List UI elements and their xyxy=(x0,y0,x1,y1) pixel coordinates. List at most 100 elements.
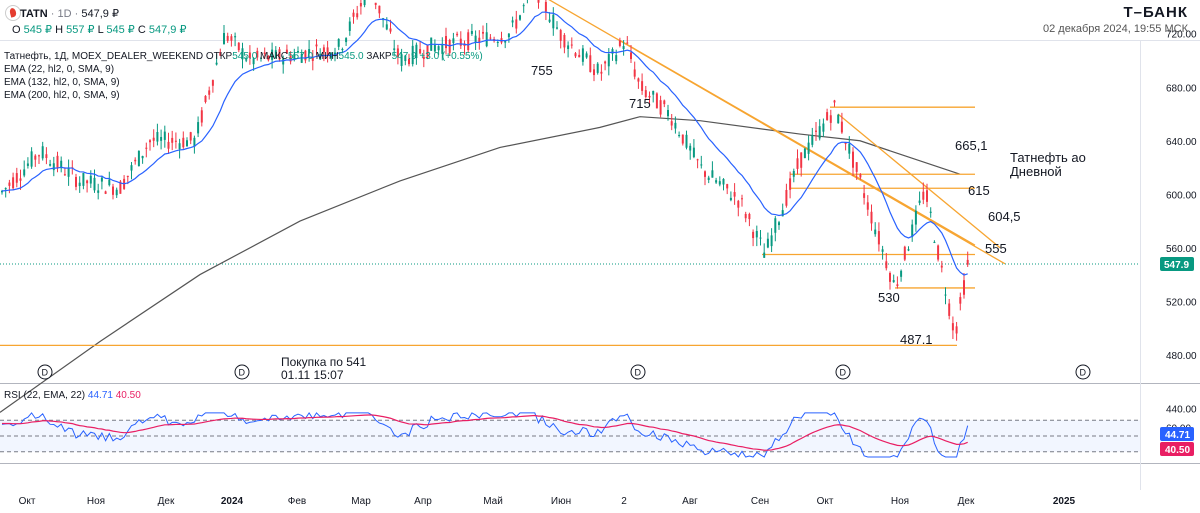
candle-body xyxy=(223,33,225,45)
candle-body xyxy=(663,100,666,105)
candle-body xyxy=(781,210,784,217)
bottom-divider xyxy=(0,463,1200,464)
datetime: 02 декабря 2024, 19:55 МСК xyxy=(1043,23,1188,35)
candle-body xyxy=(770,235,773,247)
candle-body xyxy=(426,45,429,58)
y-tick-label: 520.00 xyxy=(1166,297,1197,308)
ticker-symbol: TATN xyxy=(20,8,48,20)
candle-body xyxy=(189,132,192,141)
candle-body xyxy=(208,90,211,95)
ema132-legend[interactable]: EMA (132, hl2, 0, SMA, 9) xyxy=(4,77,120,88)
candle-body xyxy=(115,189,118,196)
candle-body xyxy=(766,238,769,248)
candle-body xyxy=(304,50,307,61)
dividend-marker-text: D xyxy=(635,368,642,378)
candle-body xyxy=(870,211,873,224)
ema22-legend[interactable]: EMA (22, hl2, 0, SMA, 9) xyxy=(4,64,115,75)
candle-body xyxy=(852,151,854,168)
candle-body xyxy=(274,50,277,58)
candle-body xyxy=(204,95,207,103)
candle-body xyxy=(478,37,481,43)
candle-body xyxy=(396,48,399,57)
candle-body xyxy=(877,231,880,245)
candle-body xyxy=(948,303,951,316)
candle-body xyxy=(815,130,817,132)
candle-body xyxy=(241,48,244,60)
candle-body xyxy=(149,140,151,143)
candle-body xyxy=(489,37,492,39)
candle-body xyxy=(126,175,129,178)
candle-body xyxy=(41,146,44,159)
high-label: МАКС xyxy=(260,51,288,62)
candle-body xyxy=(374,2,377,5)
chart-grid xyxy=(0,40,1200,490)
candle-body xyxy=(692,147,695,158)
candle-body xyxy=(833,100,836,103)
candle-body xyxy=(744,213,747,219)
ema200-legend[interactable]: EMA (200, hl2, 0, SMA, 9) xyxy=(4,90,120,101)
candle-body xyxy=(519,15,521,20)
candle-body xyxy=(182,137,185,148)
x-tick-label: 2024 xyxy=(221,496,244,507)
annotation-line1: Покупка по 541 xyxy=(281,355,367,369)
candle-body xyxy=(504,40,507,43)
candle-body xyxy=(944,294,947,296)
candle-body xyxy=(319,53,322,60)
main-series-legend[interactable]: Татнефть, 1Д, MOEX_DEALER_WEEKEND ОТКР54… xyxy=(4,51,483,62)
candle-body xyxy=(755,230,758,238)
candle-body xyxy=(389,28,392,32)
candle-body xyxy=(696,159,699,161)
candle-body xyxy=(4,188,7,190)
candle-body xyxy=(792,170,795,177)
x-tick-label: Ноя xyxy=(891,496,909,507)
candle-body xyxy=(419,49,422,54)
candle-body xyxy=(648,95,651,98)
candle-body xyxy=(593,69,595,76)
candle-body xyxy=(959,297,962,304)
candle-body xyxy=(278,49,281,60)
level-label: 715 xyxy=(629,96,651,111)
candle-body xyxy=(800,152,803,168)
x-axis: Окт Ноя Дек 2024 Фев Мар Апр Май Июн 2 Авг Сен Окт Но… xyxy=(19,496,1076,507)
candle-body xyxy=(752,231,755,239)
candle-body xyxy=(75,176,77,187)
rsi-ma-badge-text: 40.50 xyxy=(1165,445,1190,456)
candle-body xyxy=(955,326,958,334)
annotation-line2: 01.11 15:07 xyxy=(281,368,344,382)
candle-body xyxy=(63,174,66,176)
candle-body xyxy=(422,56,425,60)
rsi-legend[interactable]: RSI (22, EMA, 22) 44.71 40.50 xyxy=(4,390,141,401)
level-label: 555 xyxy=(985,241,1007,256)
candle-body xyxy=(197,122,200,134)
candle-body xyxy=(482,31,484,34)
candle-body xyxy=(297,51,299,53)
candle-body xyxy=(8,182,11,186)
x-tick-label: Май xyxy=(483,496,503,507)
candle-body xyxy=(618,40,621,46)
candle-body xyxy=(881,249,884,252)
candle-body xyxy=(171,137,174,143)
candle-body xyxy=(844,142,847,145)
level-label: 755 xyxy=(531,63,553,78)
candle-body xyxy=(774,218,777,233)
candle-body xyxy=(785,189,788,206)
x-tick-label: Ноя xyxy=(87,496,105,507)
candle-body xyxy=(459,38,462,46)
candle-body xyxy=(245,59,248,61)
candle-body xyxy=(226,35,229,41)
candle-body xyxy=(67,167,70,177)
ohlc-line: O 545 ₽ H 557 ₽ L 545 ₽ C 547,9 ₽ xyxy=(12,23,186,36)
candle-body xyxy=(345,38,348,43)
y-tick-label: 640.00 xyxy=(1166,137,1197,148)
candle-body xyxy=(837,114,840,124)
candle-body xyxy=(400,54,403,66)
candle-body xyxy=(474,35,477,43)
candle-body xyxy=(82,172,85,186)
candle-body xyxy=(711,170,714,178)
candle-body xyxy=(15,173,18,183)
candle-body xyxy=(260,57,262,59)
level-labels: 755 715 665,1 615 604,5 555 530 487.1 Татнефть а… xyxy=(281,63,1086,382)
candle-body xyxy=(644,90,647,98)
candle-body xyxy=(633,69,636,77)
